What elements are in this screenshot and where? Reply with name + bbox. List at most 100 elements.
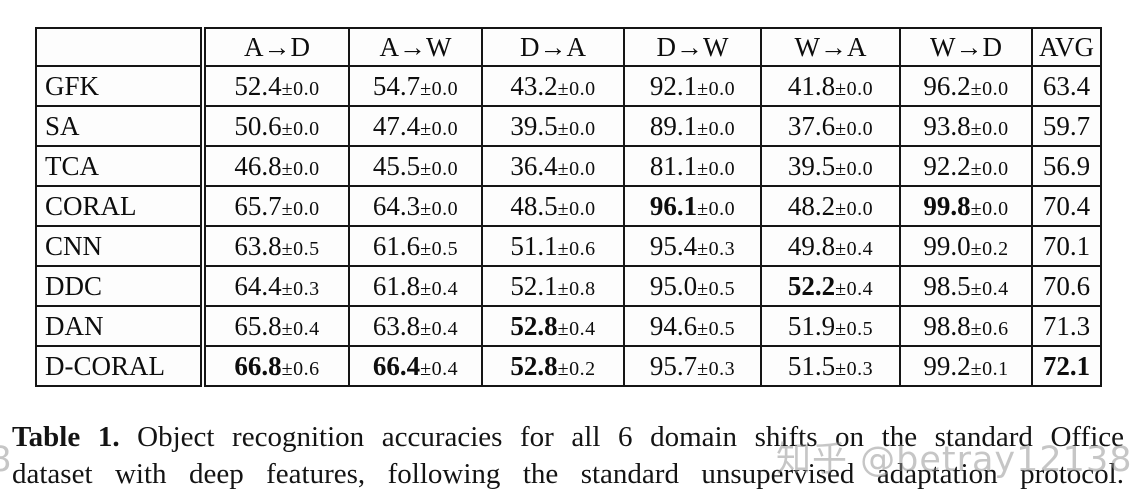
value-cell: 99.2±0.1 bbox=[899, 345, 1033, 387]
accuracy-value: 52.8 bbox=[510, 350, 558, 381]
table-row: D-CORAL 66.8±0.6 66.4±0.4 52.8±0.2 95.7±0.3 5… bbox=[35, 345, 1102, 387]
accuracy-value: 59.7 bbox=[1042, 110, 1091, 141]
std-dev-value: ±0.5 bbox=[697, 317, 736, 340]
table-body: GFK 52.4±0.0 54.7±0.0 43.2±0.0 92.1±0.0 41.8±… bbox=[35, 65, 1102, 387]
method-column-header bbox=[35, 27, 206, 67]
accuracy-value: 70.4 bbox=[1042, 190, 1091, 221]
value-cell: 64.3±0.0 bbox=[348, 185, 483, 227]
accuracy-value: 98.8 bbox=[923, 310, 971, 341]
std-dev-value: ±0.0 bbox=[557, 157, 596, 180]
std-dev-value: ±0.0 bbox=[281, 197, 320, 220]
accuracy-value: 98.5 bbox=[923, 270, 971, 301]
std-dev-value: ±0.0 bbox=[420, 197, 459, 220]
value-cell: 63.8±0.4 bbox=[348, 305, 483, 347]
table-row: TCA 46.8±0.0 45.5±0.0 36.4±0.0 81.1±0.0 39.5±… bbox=[35, 145, 1102, 187]
table-row: SA 50.6±0.0 47.4±0.0 39.5±0.0 89.1±0.0 37.6±0… bbox=[35, 105, 1102, 147]
value-cell: 81.1±0.0 bbox=[623, 145, 762, 187]
value-cell: 63.8±0.5 bbox=[202, 225, 350, 267]
value-cell: 70.1 bbox=[1031, 225, 1102, 267]
std-dev-value: ±0.0 bbox=[697, 197, 736, 220]
accuracy-value: 92.2 bbox=[923, 150, 971, 181]
accuracy-value: 49.8 bbox=[787, 230, 836, 261]
std-dev-value: ±0.0 bbox=[697, 77, 736, 100]
value-cell: 37.6±0.0 bbox=[760, 105, 901, 147]
value-cell: 92.2±0.0 bbox=[899, 145, 1033, 187]
accuracy-value: 63.8 bbox=[234, 230, 282, 261]
std-dev-value: ±0.0 bbox=[697, 157, 736, 180]
accuracy-value: 95.7 bbox=[649, 350, 698, 381]
accuracy-value: 45.5 bbox=[372, 150, 421, 181]
std-dev-value: ±0.4 bbox=[420, 357, 459, 380]
std-dev-value: ±0.3 bbox=[697, 237, 736, 260]
std-dev-value: ±0.0 bbox=[281, 117, 320, 140]
accuracy-value: 51.1 bbox=[510, 230, 558, 261]
value-cell: 70.4 bbox=[1031, 185, 1102, 227]
results-table-container: A→D A→W D→A D→W W→A W→D AVG GFK 52.4±0.0 54.7±0.… bbox=[35, 27, 1102, 387]
value-cell: 61.8±0.4 bbox=[348, 265, 483, 307]
value-cell: 92.1±0.0 bbox=[623, 65, 762, 107]
column-header: A→D bbox=[202, 27, 350, 67]
column-header: W→A bbox=[760, 27, 901, 67]
value-cell: 52.4±0.0 bbox=[202, 65, 350, 107]
accuracy-value: 39.5 bbox=[510, 110, 558, 141]
std-dev-value: ±0.4 bbox=[557, 317, 596, 340]
column-header: AVG bbox=[1031, 27, 1102, 67]
method-cell: CNN bbox=[35, 225, 206, 267]
column-header: W→D bbox=[899, 27, 1033, 67]
accuracy-value: 56.9 bbox=[1042, 150, 1091, 181]
accuracy-value: 95.4 bbox=[649, 230, 698, 261]
value-cell: 47.4±0.0 bbox=[348, 105, 483, 147]
accuracy-value: 70.1 bbox=[1042, 230, 1091, 261]
accuracy-value: 70.6 bbox=[1042, 270, 1091, 301]
value-cell: 96.2±0.0 bbox=[899, 65, 1033, 107]
std-dev-value: ±0.5 bbox=[697, 277, 736, 300]
value-cell: 52.8±0.2 bbox=[481, 345, 625, 387]
accuracy-value: 50.6 bbox=[234, 110, 282, 141]
method-cell: D-CORAL bbox=[35, 345, 206, 387]
value-cell: 96.1±0.0 bbox=[623, 185, 762, 227]
value-cell: 95.4±0.3 bbox=[623, 225, 762, 267]
table-row: CORAL 65.7±0.0 64.3±0.0 48.5±0.0 96.1±0.0 48.… bbox=[35, 185, 1102, 227]
accuracy-value: 37.6 bbox=[787, 110, 836, 141]
table-row: DAN 65.8±0.4 63.8±0.4 52.8±0.4 94.6±0.5 51.9±… bbox=[35, 305, 1102, 347]
std-dev-value: ±0.0 bbox=[557, 77, 596, 100]
column-header: A→W bbox=[348, 27, 483, 67]
accuracy-value: 52.1 bbox=[510, 270, 558, 301]
accuracy-value: 39.5 bbox=[787, 150, 836, 181]
value-cell: 51.1±0.6 bbox=[481, 225, 625, 267]
value-cell: 66.8±0.6 bbox=[202, 345, 350, 387]
value-cell: 95.7±0.3 bbox=[623, 345, 762, 387]
std-dev-value: ±0.8 bbox=[557, 277, 596, 300]
value-cell: 52.2±0.4 bbox=[760, 265, 901, 307]
accuracy-value: 52.2 bbox=[787, 270, 836, 301]
accuracy-value: 63.4 bbox=[1042, 70, 1091, 101]
accuracy-value: 51.5 bbox=[787, 350, 836, 381]
accuracy-value: 36.4 bbox=[510, 150, 558, 181]
column-header: D→A bbox=[481, 27, 625, 67]
std-dev-value: ±0.0 bbox=[281, 157, 320, 180]
value-cell: 99.0±0.2 bbox=[899, 225, 1033, 267]
accuracy-value: 65.8 bbox=[234, 310, 282, 341]
method-cell: TCA bbox=[35, 145, 206, 187]
method-cell: GFK bbox=[35, 65, 206, 107]
std-dev-value: ±0.0 bbox=[835, 157, 874, 180]
std-dev-value: ±0.4 bbox=[835, 237, 874, 260]
accuracy-value: 64.4 bbox=[234, 270, 282, 301]
std-dev-value: ±0.0 bbox=[281, 77, 320, 100]
table-row: CNN 63.8±0.5 61.6±0.5 51.1±0.6 95.4±0.3 49.8±… bbox=[35, 225, 1102, 267]
accuracy-value: 96.1 bbox=[649, 190, 698, 221]
value-cell: 66.4±0.4 bbox=[348, 345, 483, 387]
column-header: D→W bbox=[623, 27, 762, 67]
std-dev-value: ±0.0 bbox=[835, 197, 874, 220]
std-dev-value: ±0.0 bbox=[970, 117, 1009, 140]
std-dev-value: ±0.6 bbox=[970, 317, 1009, 340]
value-cell: 41.8±0.0 bbox=[760, 65, 901, 107]
accuracy-value: 65.7 bbox=[234, 190, 282, 221]
std-dev-value: ±0.0 bbox=[835, 117, 874, 140]
accuracy-value: 43.2 bbox=[510, 70, 558, 101]
std-dev-value: ±0.0 bbox=[420, 77, 459, 100]
accuracy-value: 48.2 bbox=[787, 190, 836, 221]
std-dev-value: ±0.0 bbox=[697, 117, 736, 140]
value-cell: 52.8±0.4 bbox=[481, 305, 625, 347]
value-cell: 64.4±0.3 bbox=[202, 265, 350, 307]
